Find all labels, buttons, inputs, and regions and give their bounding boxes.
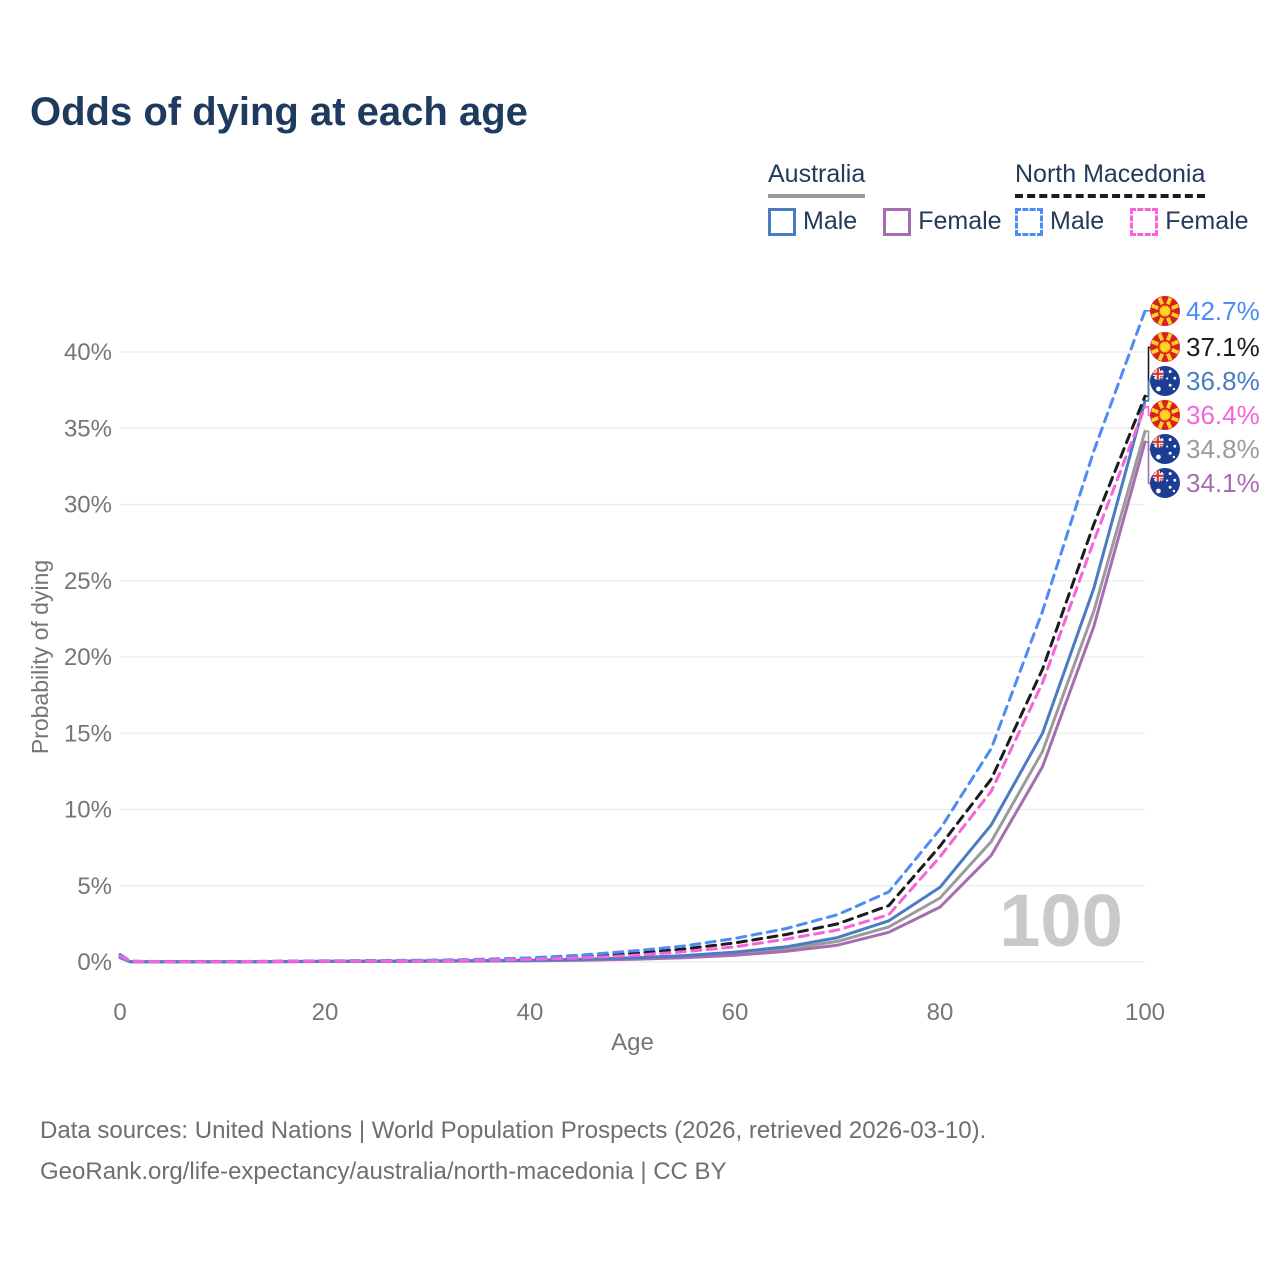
legend-swatch-australia-male xyxy=(768,207,796,236)
page-title: Odds of dying at each age xyxy=(30,90,528,134)
australia-flag-icon xyxy=(1150,468,1180,498)
y-tick-label: 25% xyxy=(64,568,112,595)
y-axis-title: Probability of dying xyxy=(27,560,53,754)
georank-link[interactable]: GeoRank.org/life-expectancy/australia/no… xyxy=(40,1158,727,1185)
end-label-north-macedonia-female: 36.4% xyxy=(1150,400,1260,430)
north-macedonia-flag-icon xyxy=(1150,332,1180,362)
legend-item-label: Male xyxy=(1050,207,1105,235)
x-tick-label: 80 xyxy=(927,999,954,1026)
x-tick-label: 100 xyxy=(1125,999,1165,1026)
legend-item-label: Female xyxy=(918,207,1002,235)
x-tick-label: 60 xyxy=(722,999,749,1026)
y-tick-label: 10% xyxy=(64,797,112,824)
end-label-australia-male: 36.8% xyxy=(1150,366,1260,396)
end-label-australia-female: 34.1% xyxy=(1150,468,1260,498)
series-line-north-macedonia-female xyxy=(118,405,1147,964)
legend-swatch-australia-female xyxy=(883,207,912,236)
x-tick-label: 20 xyxy=(312,999,339,1026)
series-line-north-macedonia-male xyxy=(118,309,1147,964)
legend-swatch-north-macedonia-female xyxy=(1130,207,1159,236)
legend-item-australia-female[interactable]: Female xyxy=(883,207,1002,236)
end-label-north-macedonia-male: 42.7% xyxy=(1150,296,1260,326)
legend-swatch-north-macedonia-male xyxy=(1015,207,1043,236)
legend-item-north-macedonia-female[interactable]: Female xyxy=(1130,207,1249,236)
australia-flag-icon xyxy=(1150,434,1180,464)
y-tick-label: 0% xyxy=(77,949,112,976)
legend-item-australia-male[interactable]: Male xyxy=(768,207,857,236)
end-label-value: 42.7% xyxy=(1186,296,1260,326)
y-tick-label: 35% xyxy=(64,415,112,442)
series-line-australia-male xyxy=(118,399,1147,964)
x-tick-label: 0 xyxy=(113,999,126,1026)
legend-item-north-macedonia-male[interactable]: Male xyxy=(1015,207,1104,236)
series-line-australia-both-sexes xyxy=(118,429,1147,964)
end-label-value: 34.8% xyxy=(1186,434,1260,464)
y-tick-label: 30% xyxy=(64,492,112,519)
y-tick-label: 15% xyxy=(64,720,112,747)
footer: Data sources: United Nations | World Pop… xyxy=(40,1110,986,1192)
end-label-value: 37.1% xyxy=(1186,332,1260,362)
y-tick-label: 40% xyxy=(64,339,112,366)
legend-country-australia[interactable]: Australia xyxy=(768,160,866,198)
x-axis-title: Age xyxy=(611,1029,654,1056)
end-label-north-macedonia-both-sexes: 37.1% xyxy=(1150,332,1260,362)
x-tick-label: 40 xyxy=(517,999,544,1026)
y-tick-label: 20% xyxy=(64,644,112,671)
age-watermark: 100 xyxy=(999,879,1122,962)
end-label-value: 34.1% xyxy=(1186,468,1260,498)
data-sources-text: Data sources: United Nations | World Pop… xyxy=(40,1117,987,1144)
north-macedonia-flag-icon xyxy=(1150,296,1180,326)
series-line-north-macedonia-both-sexes xyxy=(118,394,1147,964)
north-macedonia-flag-icon xyxy=(1150,400,1180,430)
end-label-value: 36.8% xyxy=(1186,366,1260,396)
legend-item-label: Male xyxy=(803,207,858,235)
legend-country-north-macedonia[interactable]: North Macedonia xyxy=(1015,160,1206,198)
y-tick-label: 5% xyxy=(77,873,112,900)
end-label-australia-both-sexes: 34.8% xyxy=(1150,434,1260,464)
legend-item-label: Female xyxy=(1165,207,1249,235)
australia-flag-icon xyxy=(1150,366,1180,396)
end-label-value: 36.4% xyxy=(1186,400,1260,430)
series-line-australia-female xyxy=(118,440,1147,964)
